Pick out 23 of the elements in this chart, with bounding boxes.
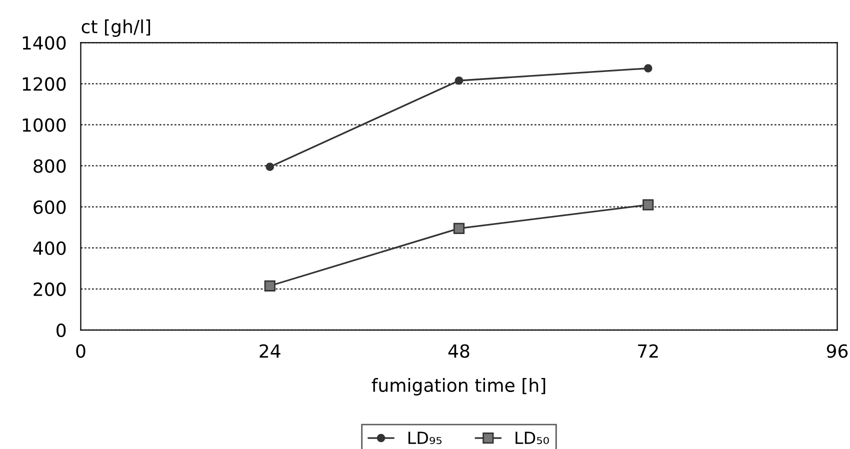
y-tick-label: 400: [33, 241, 66, 256]
y-tick-label: 0: [56, 323, 66, 338]
legend-label: LD₉₅: [408, 432, 442, 444]
x-tick-label: 96: [826, 344, 848, 358]
y-tick-label: 1400: [22, 36, 66, 50]
y-tick-label: 200: [34, 282, 66, 296]
y-tick-label: 1200: [22, 77, 66, 91]
point: [453, 222, 465, 234]
y-axis-title: ct [gh/l]: [82, 19, 150, 37]
x-axis-title: fumigation time [h]: [372, 378, 546, 396]
y-tick-label: 600: [34, 200, 66, 214]
point: [264, 280, 276, 292]
point: [266, 162, 274, 172]
legend-label: LD₅₀: [516, 432, 549, 444]
point: [644, 64, 652, 72]
point: [454, 76, 464, 85]
x-tick-label: 24: [260, 344, 280, 358]
y-tick-label: 800: [34, 159, 66, 173]
x-tick-label: 0: [76, 344, 86, 358]
x-tick-label: 72: [638, 344, 658, 358]
x-tick-label: 48: [448, 344, 470, 358]
y-tick-label: 1000: [22, 118, 66, 132]
point: [642, 199, 654, 210]
